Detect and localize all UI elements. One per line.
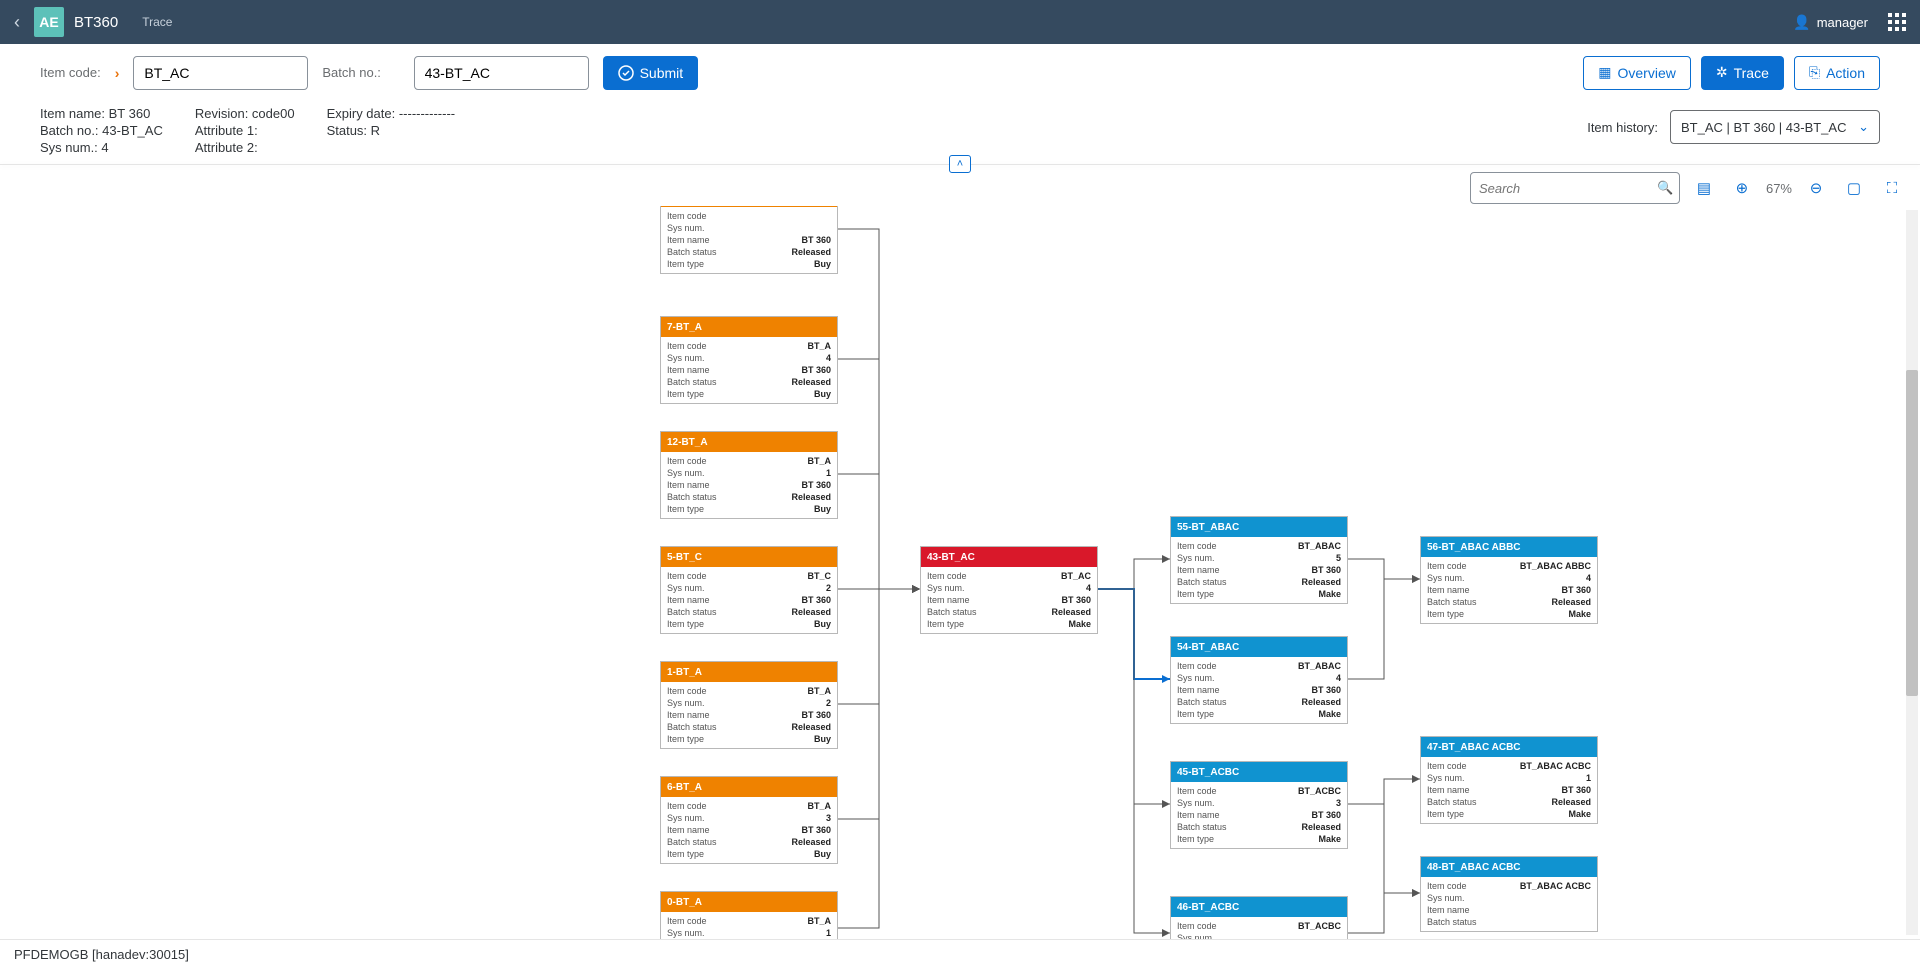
trace-node[interactable]: 47-BT_ABAC ACBCItem codeBT_ABAC ACBCSys … [1420, 736, 1598, 824]
filter-bar: Item code: › Batch no.: › Submit ▦ Overv… [0, 44, 1920, 102]
action-icon: ⎘ [1809, 64, 1820, 81]
info-expiry: Expiry date: ------------- [327, 106, 456, 121]
search-icon[interactable]: 🔍 [1657, 180, 1673, 196]
info-attr1: Attribute 1: [195, 123, 295, 138]
trace-node[interactable]: 54-BT_ABACItem codeBT_ABACSys num.4Item … [1170, 636, 1348, 724]
search-box[interactable]: 🔍 [1470, 172, 1680, 204]
info-status: Status: R [327, 123, 456, 138]
app-logo: AE [34, 7, 64, 37]
trace-icon: ✲ [1716, 64, 1728, 81]
info-sys-num: Sys num.: 4 [40, 140, 163, 155]
app-title: BT360 [74, 14, 118, 31]
item-code-input[interactable] [133, 56, 308, 90]
action-button[interactable]: ⎘ Action [1794, 56, 1880, 90]
zoom-in-icon[interactable]: ⊕ [1728, 174, 1756, 202]
trace-node[interactable]: 12-BT_AItem codeBT_ASys num.1Item nameBT… [660, 431, 838, 519]
overview-button[interactable]: ▦ Overview [1583, 56, 1691, 90]
topbar: ‹ AE BT360 Trace 👤 manager [0, 0, 1920, 44]
fit-screen-icon[interactable]: ▢ [1840, 174, 1868, 202]
search-input[interactable] [1479, 181, 1657, 196]
zoom-out-icon[interactable]: ⊖ [1802, 174, 1830, 202]
footer: PFDEMOGB [hanadev:30015] [0, 939, 1920, 969]
item-code-label: Item code: [40, 65, 101, 80]
batch-no-input[interactable] [414, 56, 589, 90]
trace-node[interactable]: 45-BT_ACBCItem codeBT_ACBCSys num.3Item … [1170, 761, 1348, 849]
history-select[interactable]: BT_AC | BT 360 | 43-BT_AC [1670, 110, 1880, 144]
canvas-toolbar: 🔍 ▤ ⊕ 67% ⊖ ▢ ⛶ [1470, 170, 1906, 206]
back-button[interactable]: ‹ [14, 12, 20, 33]
chevron-right-icon[interactable]: › [115, 65, 120, 81]
overview-icon: ▦ [1598, 64, 1611, 81]
trace-node[interactable]: 48-BT_ABAC ACBCItem codeBT_ABAC ACBCSys … [1420, 856, 1598, 932]
info-attr2: Attribute 2: [195, 140, 295, 155]
trace-node[interactable]: 55-BT_ABACItem codeBT_ABACSys num.5Item … [1170, 516, 1348, 604]
collapse-toggle[interactable]: ˄ [949, 155, 971, 173]
apps-grid-icon[interactable] [1888, 13, 1906, 31]
trace-node[interactable]: 7-BT_AItem codeBT_ASys num.4Item nameBT … [660, 316, 838, 404]
list-view-icon[interactable]: ▤ [1690, 174, 1718, 202]
info-revision: Revision: code00 [195, 106, 295, 121]
trace-node[interactable]: 0-BT_AItem codeBT_ASys num.1Item nameBat… [660, 891, 838, 939]
batch-no-label: Batch no.: [322, 65, 381, 80]
info-item-name: Item name: BT 360 [40, 106, 163, 121]
zoom-level: 67% [1766, 181, 1792, 196]
trace-node[interactable]: 1-BT_AItem codeBT_ASys num.2Item nameBT … [660, 661, 838, 749]
history-label: Item history: [1587, 120, 1658, 135]
history-value: BT_AC | BT 360 | 43-BT_AC [1681, 120, 1846, 135]
check-circle-icon [618, 65, 634, 81]
user-icon: 👤 [1793, 14, 1810, 31]
overview-label: Overview [1618, 65, 1676, 81]
trace-canvas[interactable]: Item codeSys num.Item nameBT 360Batch st… [0, 206, 1920, 939]
scrollbar-thumb[interactable] [1906, 370, 1918, 696]
submit-button[interactable]: Submit [603, 56, 699, 90]
fullscreen-icon[interactable]: ⛶ [1878, 174, 1906, 202]
trace-node[interactable]: 43-BT_ACItem codeBT_ACSys num.4Item name… [920, 546, 1098, 634]
info-batch-no: Batch no.: 43-BT_AC [40, 123, 163, 138]
trace-label: Trace [1734, 65, 1769, 81]
trace-node[interactable]: 56-BT_ABAC ABBCItem codeBT_ABAC ABBCSys … [1420, 536, 1598, 624]
user-name[interactable]: manager [1817, 15, 1868, 30]
trace-node[interactable]: 5-BT_CItem codeBT_CSys num.2Item nameBT … [660, 546, 838, 634]
trace-node[interactable]: 46-BT_ACBCItem codeBT_ACBCSys num.Item n… [1170, 896, 1348, 939]
trace-node[interactable]: Item codeSys num.Item nameBT 360Batch st… [660, 206, 838, 274]
trace-button[interactable]: ✲ Trace [1701, 56, 1784, 90]
footer-text: PFDEMOGB [hanadev:30015] [14, 947, 189, 962]
item-history: Item history: BT_AC | BT 360 | 43-BT_AC [1587, 110, 1880, 144]
trace-node[interactable]: 6-BT_AItem codeBT_ASys num.3Item nameBT … [660, 776, 838, 864]
vertical-scrollbar[interactable] [1906, 210, 1918, 935]
submit-label: Submit [640, 65, 684, 81]
action-label: Action [1826, 65, 1865, 81]
breadcrumb: Trace [142, 15, 172, 29]
